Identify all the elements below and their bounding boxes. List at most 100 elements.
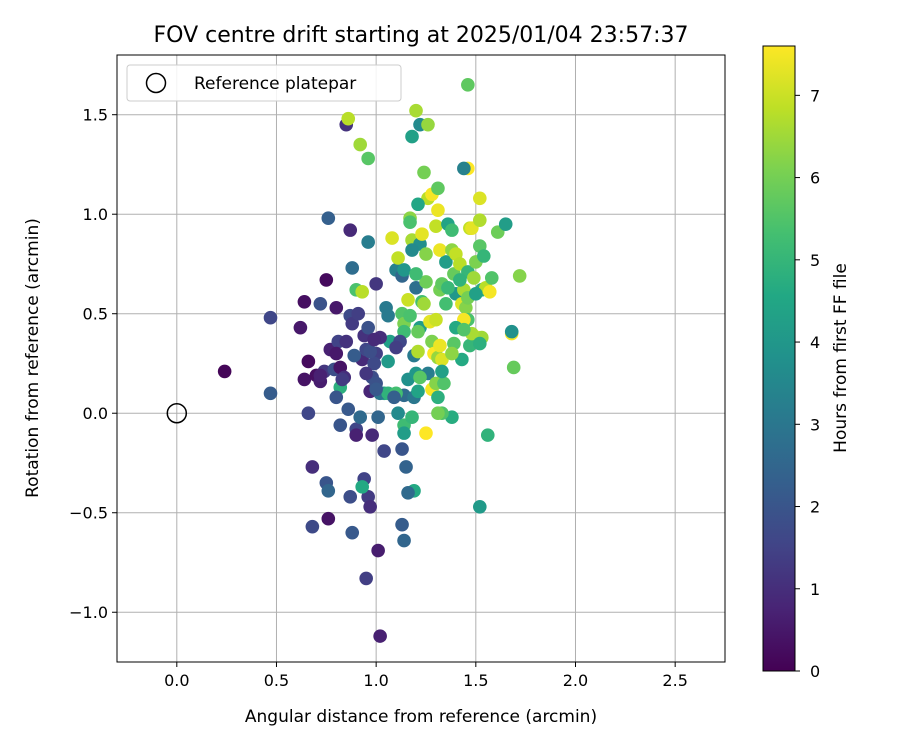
colorbar-tick-label: 4	[810, 333, 820, 352]
colorbar-tick-label: 2	[810, 498, 820, 517]
y-tick-label: 1.5	[83, 106, 108, 125]
data-point	[345, 316, 360, 331]
data-point	[263, 386, 278, 401]
data-point	[369, 382, 383, 397]
data-point	[498, 217, 513, 231]
data-point	[437, 376, 451, 391]
data-point	[377, 444, 391, 458]
plot-frame	[116, 54, 726, 663]
data-point	[435, 352, 449, 367]
data-point	[417, 296, 431, 311]
data-point	[453, 273, 467, 287]
y-tick-label: 0.0	[83, 404, 108, 423]
data-point	[421, 117, 435, 132]
data-point	[301, 406, 316, 421]
data-point	[263, 310, 278, 325]
data-point	[381, 354, 395, 369]
data-point	[397, 263, 411, 277]
data-point	[297, 372, 312, 387]
data-point	[305, 519, 320, 534]
data-point	[473, 499, 487, 514]
colorbar-tick-label: 6	[810, 169, 820, 188]
data-point	[431, 390, 445, 405]
data-point	[313, 296, 328, 311]
data-point	[482, 285, 497, 299]
data-point	[512, 269, 527, 283]
data-point	[321, 484, 336, 498]
data-point	[401, 292, 415, 307]
data-point	[411, 324, 425, 339]
data-point	[429, 219, 443, 233]
reference-marker-group	[166, 402, 188, 424]
data-point	[353, 137, 368, 152]
data-point	[413, 370, 427, 385]
data-point	[353, 410, 368, 425]
data-point	[363, 499, 377, 514]
data-point	[361, 320, 375, 335]
data-point	[339, 334, 354, 349]
legend-marker-icon	[145, 72, 167, 94]
data-point	[397, 426, 411, 440]
y-axis-ticks: −1.0 −0.5 0.0 0.5 1.0 1.5	[69, 106, 117, 622]
data-point	[473, 191, 487, 206]
data-point	[473, 336, 487, 351]
x-tick-label: 0.0	[164, 671, 189, 690]
data-point	[381, 308, 395, 323]
data-point	[405, 243, 419, 257]
data-point	[431, 181, 445, 196]
legend-label: Reference platepar	[194, 74, 356, 94]
data-point	[355, 480, 369, 494]
data-point	[341, 402, 356, 417]
x-axis-label: Angular distance from reference (arcmin)	[245, 707, 597, 727]
data-point	[411, 344, 425, 359]
legend: Reference platepar	[126, 64, 402, 102]
data-point	[473, 213, 487, 227]
data-point	[369, 277, 383, 291]
data-point	[319, 273, 334, 287]
data-point	[301, 354, 316, 369]
data-point	[409, 267, 423, 281]
data-point	[367, 356, 381, 371]
colorbar-tick-label: 0	[810, 662, 820, 681]
colorbar-tick-label: 1	[810, 580, 820, 599]
data-point	[345, 261, 360, 275]
colorbar-ticks: 0 1 2 3 4 5 6 7	[795, 86, 820, 681]
data-point	[395, 517, 409, 532]
data-point	[391, 406, 405, 421]
colorbar-tick-label: 5	[810, 251, 820, 270]
y-axis-label: Rotation from reference (arcmin)	[23, 218, 43, 498]
data-points	[217, 78, 527, 643]
data-point	[363, 344, 377, 359]
data-point	[419, 275, 433, 289]
data-point	[445, 346, 459, 361]
data-point	[373, 629, 387, 643]
data-point	[329, 346, 344, 361]
data-point	[419, 247, 433, 261]
data-point	[385, 231, 399, 245]
x-axis-ticks: 0.0 0.5 1.0 1.5 2.0 2.5	[164, 662, 688, 690]
data-point	[343, 223, 358, 237]
data-point	[399, 460, 413, 474]
data-point	[405, 129, 419, 144]
x-tick-label: 0.5	[264, 671, 289, 690]
data-point	[359, 366, 373, 381]
data-point	[321, 211, 336, 225]
data-point	[401, 486, 415, 500]
y-tick-label: −0.5	[69, 504, 108, 523]
data-point	[504, 324, 519, 339]
data-point	[371, 410, 385, 425]
plot-area: 0.0 0.5 1.0 1.5 2.0 2.5 −1.0 −0.5 0.0 0.5 1.0 1.5	[69, 54, 726, 690]
data-point	[411, 197, 425, 212]
data-point	[409, 103, 423, 118]
data-point	[329, 390, 344, 405]
data-point	[480, 428, 495, 442]
data-point	[435, 364, 449, 379]
data-point	[305, 460, 320, 474]
data-point	[476, 249, 491, 263]
data-point	[397, 533, 411, 548]
data-point	[359, 571, 373, 586]
data-point	[371, 543, 385, 558]
y-tick-label: −1.0	[69, 603, 108, 622]
data-point	[484, 271, 499, 285]
